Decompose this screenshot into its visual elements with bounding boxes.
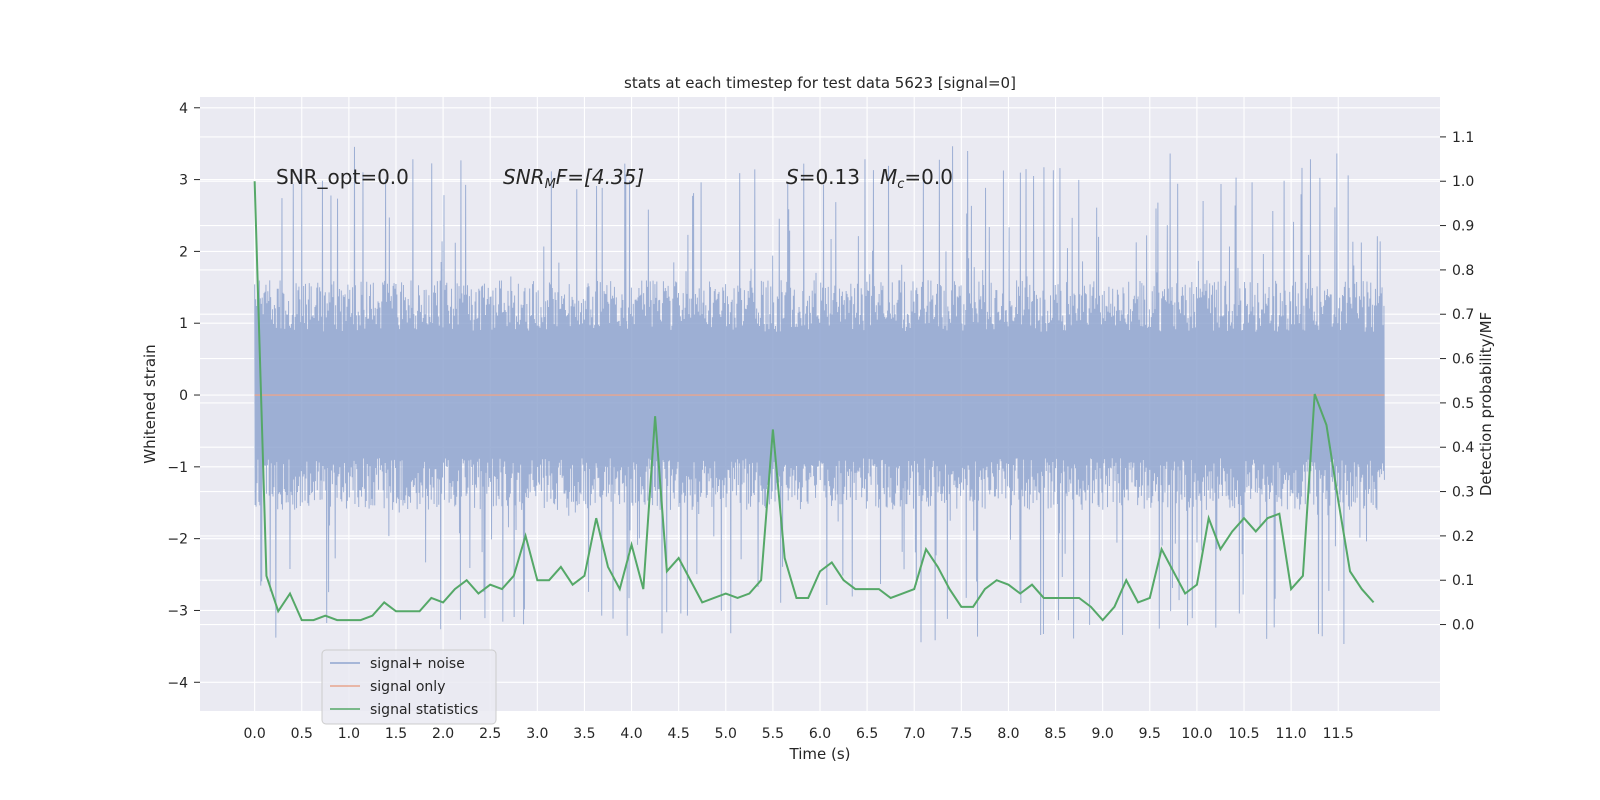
x-tick-label: 2.0 xyxy=(432,726,454,742)
x-tick-label: 5.5 xyxy=(762,726,784,742)
signal-noise-line xyxy=(254,146,1385,645)
x-tick-label: 10.5 xyxy=(1228,726,1259,742)
x-tick-label: 10.0 xyxy=(1181,726,1212,742)
annotation-snr-mf: SNRMF=[4.35] xyxy=(503,165,644,192)
legend-label-signal-only: signal only xyxy=(370,679,445,695)
x-tick-label: 1.5 xyxy=(385,726,407,742)
y-tick-label: −2 xyxy=(167,532,188,548)
x-tick-label: 3.5 xyxy=(573,726,595,742)
y2-tick-label: 0.8 xyxy=(1452,263,1474,279)
chart-title: stats at each timestep for test data 562… xyxy=(624,74,1016,92)
x-axis: 0.0 0.5 1.0 1.5 2.0 2.5 3.0 3.5 4.0 4.5 5.0 5.5 6.0 6… xyxy=(244,726,1354,742)
y-tick-label: −3 xyxy=(167,603,188,619)
x-tick-label: 3.0 xyxy=(526,726,548,742)
legend-box xyxy=(321,649,497,725)
x-tick-label: 1.0 xyxy=(338,726,360,742)
y2-tick-label: 0.0 xyxy=(1452,618,1474,634)
y2-tick-label: 0.3 xyxy=(1452,485,1474,501)
x-tick-label: 4.0 xyxy=(620,726,642,742)
y-tick-label: 2 xyxy=(179,244,188,260)
y2-axis-label: Detection probability/MF xyxy=(1477,312,1495,496)
x-tick-label: 0.5 xyxy=(291,726,313,742)
y-tick-label: −4 xyxy=(167,675,188,691)
legend-label-signal-noise: signal+ noise xyxy=(370,656,465,672)
y2-tick-label: 1.0 xyxy=(1452,174,1474,190)
series-signal-statistics xyxy=(253,181,1375,622)
y2-tick-label: 0.2 xyxy=(1452,529,1474,545)
x-tick-label: 0.0 xyxy=(244,726,266,742)
y-axis-label: Whitened strain xyxy=(141,344,159,463)
y-tick-label: 0 xyxy=(179,388,188,404)
y2-tick-label: 0.6 xyxy=(1452,352,1474,368)
x-tick-label: 7.5 xyxy=(950,726,972,742)
x-tick-label: 8.5 xyxy=(1044,726,1066,742)
x-tick-label: 11.0 xyxy=(1276,726,1307,742)
legend: signal+ noise signal only signal statist… xyxy=(321,649,497,725)
x-tick-label: 9.0 xyxy=(1092,726,1114,742)
y-tick-label: 4 xyxy=(179,101,188,117)
y2-tick-label: 1.1 xyxy=(1452,130,1474,146)
x-tick-label: 6.0 xyxy=(809,726,831,742)
series-signal-noise xyxy=(254,146,1385,645)
signal-statistics-line xyxy=(253,181,1375,622)
legend-label-signal-statistics: signal statistics xyxy=(370,702,478,718)
y2-tick-label: 0.4 xyxy=(1452,440,1474,456)
y-axis-right: 1.1 1.0 0.9 0.8 0.7 0.6 0.5 0.4 0.3 0.2 0.1 0.0 xyxy=(1440,130,1474,634)
y-tick-label: 1 xyxy=(179,316,188,332)
x-tick-label: 4.5 xyxy=(668,726,690,742)
annotation-s: S=0.13 xyxy=(786,165,860,189)
y2-tick-label: 0.5 xyxy=(1452,396,1474,412)
x-tick-label: 9.5 xyxy=(1139,726,1161,742)
y-axis-left: 4 3 2 1 0 −1 −2 −3 −4 xyxy=(167,101,200,691)
y2-tick-label: 0.1 xyxy=(1452,573,1474,589)
y2-tick-label: 0.9 xyxy=(1452,219,1474,235)
x-axis-label: Time (s) xyxy=(789,745,851,763)
x-tick-label: 11.5 xyxy=(1323,726,1354,742)
x-tick-label: 7.0 xyxy=(903,726,925,742)
x-tick-label: 8.0 xyxy=(997,726,1019,742)
x-tick-label: 5.0 xyxy=(715,726,737,742)
x-tick-label: 2.5 xyxy=(479,726,501,742)
annotation-mc: Mc=0.0 xyxy=(880,165,953,192)
x-tick-label: 6.5 xyxy=(856,726,878,742)
y-tick-label: 3 xyxy=(179,173,188,189)
y-tick-label: −1 xyxy=(167,460,188,476)
annotation-snr-opt: SNR_opt=0.0 xyxy=(276,165,409,189)
y2-tick-label: 0.7 xyxy=(1452,307,1474,323)
